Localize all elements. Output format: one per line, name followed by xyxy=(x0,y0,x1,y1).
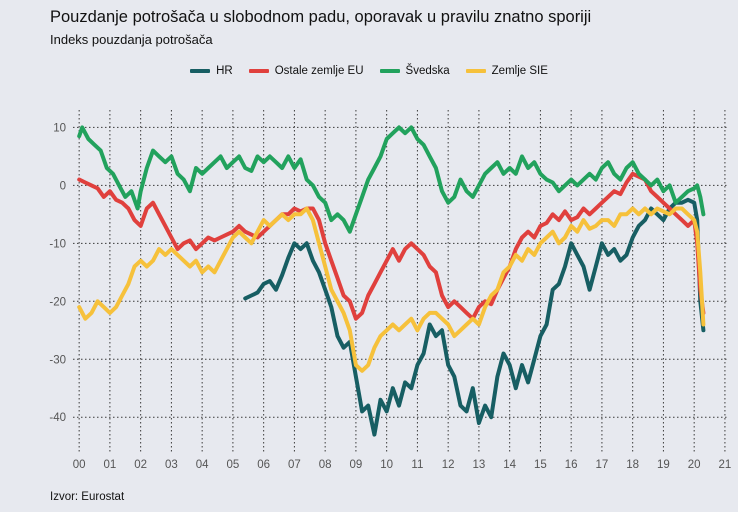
x-tick-label: 05 xyxy=(227,459,240,471)
x-tick-label: 01 xyxy=(104,459,117,471)
x-tick-label: 20 xyxy=(688,459,701,471)
x-tick-label: 15 xyxy=(534,459,547,471)
y-tick-label: -40 xyxy=(49,412,66,424)
x-tick-label: 07 xyxy=(288,459,301,471)
series-line-ostale-zemlje-eu xyxy=(77,171,706,321)
x-tick-label: 17 xyxy=(596,459,609,471)
x-tick-label: 12 xyxy=(442,459,455,471)
series-line-svedska xyxy=(77,125,706,234)
legend-item-svedska: Švedska xyxy=(379,65,450,77)
x-tick-label: 02 xyxy=(134,459,147,471)
series-line-hr xyxy=(243,197,706,437)
x-tick-label: 03 xyxy=(165,459,178,471)
legend-label-svedska: Švedska xyxy=(405,65,450,77)
legend: HR Ostale zemlje EU Švedska Zemlje SIE xyxy=(0,65,738,77)
x-tick-label: 11 xyxy=(411,459,423,471)
x-tick-label: 09 xyxy=(350,459,363,471)
x-tick-label: 00 xyxy=(73,459,86,471)
series-line-zemlje-sie xyxy=(77,206,706,373)
x-tick-label: 18 xyxy=(626,459,639,471)
legend-swatch-svedska xyxy=(379,69,400,73)
x-tick-label: 06 xyxy=(257,459,270,471)
x-tick-label: 19 xyxy=(657,459,670,471)
source-note: Izvor: Eurostat xyxy=(50,491,125,503)
x-axis-ticks: 00 01 02 03 04 05 06 07 08 09 10 11 12 13 14 15 16 17 18 19… xyxy=(73,459,732,471)
legend-swatch-ostale-zemlje-eu xyxy=(248,69,269,73)
legend-item-zemlje-sie: Zemlje SIE xyxy=(465,65,548,77)
x-tick-label: 04 xyxy=(196,459,209,471)
legend-label-zemlje-sie: Zemlje SIE xyxy=(491,65,548,77)
y-tick-label: -10 xyxy=(49,238,66,250)
legend-label-hr: HR xyxy=(216,65,233,77)
legend-swatch-zemlje-sie xyxy=(465,69,486,73)
x-tick-label: 08 xyxy=(319,459,332,471)
x-tick-label: 13 xyxy=(473,459,486,471)
y-tick-label: -30 xyxy=(49,354,66,366)
x-tick-label: 16 xyxy=(565,459,578,471)
series-lines xyxy=(77,125,706,437)
y-axis-ticks: 10 0 -10 -20 -30 -40 xyxy=(49,122,66,424)
x-tick-label: 21 xyxy=(719,459,732,471)
y-tick-label: -20 xyxy=(49,296,66,308)
y-tick-label: 10 xyxy=(53,122,66,134)
x-tick-label: 14 xyxy=(503,459,516,471)
chart-subtitle: Indeks pouzdanja potrošača xyxy=(50,32,213,47)
chart-title: Pouzdanje potrošača u slobodnom padu, op… xyxy=(50,8,592,26)
legend-item-ostale-zemlje-eu: Ostale zemlje EU xyxy=(248,65,364,77)
x-tick-label: 10 xyxy=(380,459,393,471)
legend-swatch-hr xyxy=(190,69,211,73)
y-tick-label: 0 xyxy=(60,180,66,192)
legend-label-ostale-zemlje-eu: Ostale zemlje EU xyxy=(274,65,364,77)
legend-item-hr: HR xyxy=(190,65,233,77)
